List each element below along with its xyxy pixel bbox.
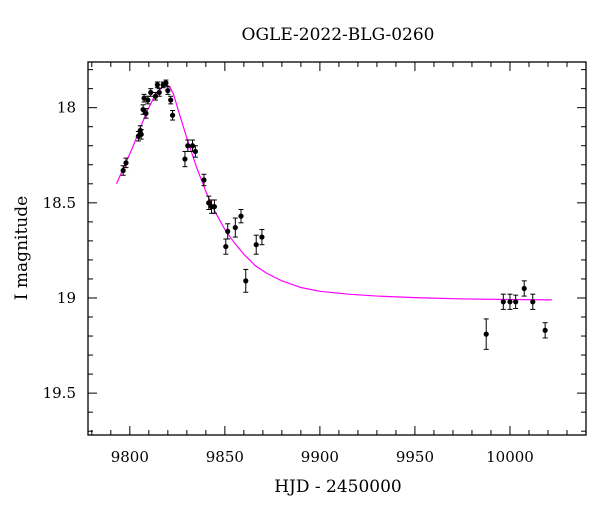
data-point xyxy=(232,224,238,231)
data-point xyxy=(148,89,154,96)
data-point xyxy=(143,110,149,116)
y-tick-label: 18.5 xyxy=(43,194,76,212)
x-axis-label: HJD - 2450000 xyxy=(274,477,402,497)
model-curve-line xyxy=(115,84,552,301)
data-point xyxy=(507,299,513,305)
data-point xyxy=(165,87,171,94)
data-point xyxy=(120,167,126,174)
x-tick-label: 9900 xyxy=(301,448,339,466)
data-point xyxy=(201,177,207,183)
data-point xyxy=(163,80,169,86)
data-point xyxy=(156,89,162,96)
data-point xyxy=(138,131,144,137)
y-tick-label: 19 xyxy=(57,289,76,307)
data-point xyxy=(189,143,196,149)
data-point xyxy=(238,213,244,219)
data-point xyxy=(530,299,536,305)
data-point xyxy=(225,228,231,234)
data-point xyxy=(253,242,259,248)
data-point xyxy=(123,160,129,166)
data-point xyxy=(513,299,519,305)
data-point xyxy=(169,112,176,118)
data-point xyxy=(223,243,229,250)
y-tick-label: 19.5 xyxy=(43,384,76,402)
data-point xyxy=(243,278,249,284)
data-point xyxy=(259,234,265,240)
data-point xyxy=(483,331,489,337)
plot-frame xyxy=(87,61,587,436)
data-point xyxy=(521,285,527,292)
x-tick-label: 9950 xyxy=(396,448,434,466)
x-tick-label: 10000 xyxy=(486,448,534,466)
data-point xyxy=(168,97,174,103)
plot-area: 9800 9850 9900 9950 10000 18 18.5 19 19.5 xyxy=(43,62,587,466)
x-tick-label: 9800 xyxy=(111,448,149,466)
data-point xyxy=(500,299,506,305)
data-point xyxy=(206,200,212,206)
data-point xyxy=(192,148,198,155)
x-tick-label: 9850 xyxy=(206,448,244,466)
y-axis-label: I magnitude xyxy=(12,196,32,300)
chart-title: OGLE-2022-BLG-0260 xyxy=(242,25,435,45)
y-tick-label: 18 xyxy=(57,99,76,117)
data-point xyxy=(145,97,151,103)
data-point xyxy=(154,82,160,88)
data-point xyxy=(185,143,191,149)
data-point xyxy=(182,156,188,162)
data-point xyxy=(542,327,548,333)
data-point xyxy=(211,204,218,210)
data-point xyxy=(152,93,159,99)
